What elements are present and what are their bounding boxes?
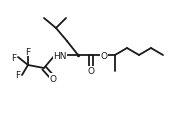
Text: F: F (15, 71, 21, 80)
Text: O: O (87, 67, 95, 76)
Text: O: O (100, 51, 108, 60)
Text: HN: HN (53, 51, 67, 60)
Text: F: F (11, 53, 17, 62)
Text: O: O (49, 74, 56, 83)
Text: F: F (26, 47, 31, 56)
